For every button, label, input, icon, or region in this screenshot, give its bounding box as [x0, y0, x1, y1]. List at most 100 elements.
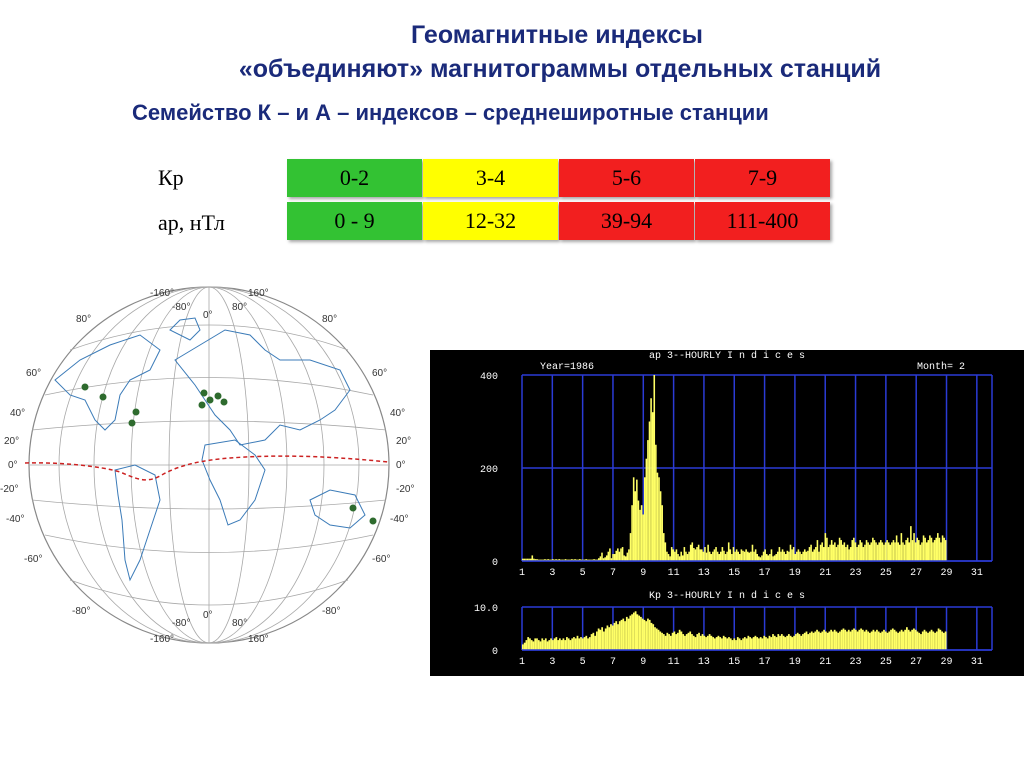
bar: [941, 631, 943, 650]
bar: [537, 640, 540, 650]
bar: [817, 631, 820, 650]
bar: [579, 559, 581, 561]
bar: [777, 634, 780, 650]
bar: [840, 540, 842, 561]
bar: [770, 549, 773, 561]
bar: [562, 638, 565, 650]
bar: [752, 637, 755, 650]
chart-year-label: Year=1986: [540, 362, 594, 373]
bar: [648, 619, 651, 650]
bar: [710, 635, 713, 650]
bar: [534, 559, 537, 561]
lat-label: -40°: [390, 514, 408, 525]
bar: [580, 637, 582, 650]
bar: [726, 638, 729, 650]
bar: [642, 514, 644, 561]
bar: [735, 549, 738, 561]
bar: [805, 631, 808, 650]
bar: [743, 551, 746, 561]
bar: [544, 559, 546, 561]
bar: [879, 632, 882, 650]
bar: [921, 631, 924, 650]
bar: [708, 551, 711, 561]
bar: [780, 551, 782, 561]
bar: [854, 542, 857, 561]
bar: [872, 629, 875, 650]
bar: [661, 632, 663, 650]
bar: [609, 548, 611, 561]
bar: [840, 629, 843, 650]
kp-cell-3: 5-6: [559, 159, 694, 197]
bar: [737, 551, 740, 561]
bar: [669, 635, 672, 650]
bar: [687, 632, 690, 650]
bar: [694, 637, 697, 650]
bar: [689, 631, 692, 650]
bar: [769, 554, 771, 561]
bar: [911, 540, 914, 561]
bar: [909, 631, 912, 650]
bar: [780, 634, 783, 650]
bar: [794, 554, 797, 561]
bar: [550, 638, 552, 650]
bar: [902, 631, 905, 650]
bar: [678, 556, 681, 561]
bar: [615, 621, 618, 650]
bar: [792, 547, 795, 561]
bar: [927, 632, 929, 650]
bar: [613, 622, 616, 650]
bar: [857, 544, 860, 561]
ap-cell-3: 39-94: [559, 202, 694, 240]
bar: [932, 542, 934, 561]
bar: [671, 632, 674, 650]
bar: [573, 637, 575, 650]
bar: [608, 627, 611, 650]
bar: [907, 629, 910, 650]
bar: [617, 548, 619, 561]
kp-cell-2: 3-4: [423, 159, 558, 197]
x-tick-label: 5: [580, 568, 586, 579]
bar: [692, 635, 695, 650]
bar: [927, 540, 930, 561]
bar: [598, 558, 600, 561]
bar: [848, 549, 850, 561]
lat-label: 80°: [76, 314, 91, 325]
bar: [576, 635, 579, 650]
bar: [636, 479, 638, 561]
x-tick-label: 27: [910, 568, 922, 579]
bar: [889, 544, 892, 561]
lon-label: 80°: [232, 302, 247, 313]
bar: [740, 549, 743, 561]
bar: [534, 638, 537, 650]
bar: [721, 547, 724, 561]
bar: [632, 612, 635, 650]
bar: [700, 549, 703, 561]
bar: [921, 542, 923, 561]
bar: [546, 641, 549, 650]
bar: [624, 556, 627, 561]
bar: [685, 551, 687, 561]
bar: [680, 631, 683, 650]
bar: [631, 505, 633, 561]
bar: [875, 542, 877, 561]
bar: [647, 618, 649, 650]
bar: [628, 549, 630, 561]
bar: [846, 631, 848, 650]
bar: [658, 477, 660, 561]
x-tick-label: 7: [610, 657, 616, 668]
x-tick-label: 19: [789, 657, 801, 668]
bar: [624, 621, 626, 650]
bar: [919, 544, 922, 561]
row-label-kp: Кр: [158, 165, 184, 190]
globe-grid: [28, 286, 390, 644]
x-tick-label: 25: [880, 568, 892, 579]
bar: [890, 629, 892, 650]
x-tick-label: 27: [910, 657, 922, 668]
y-tick-label: 0: [492, 558, 498, 569]
bar: [603, 631, 605, 650]
bar: [838, 537, 841, 561]
x-tick-label: 15: [728, 657, 740, 668]
bar: [643, 477, 646, 561]
bar: [784, 554, 787, 561]
bar: [821, 631, 824, 650]
